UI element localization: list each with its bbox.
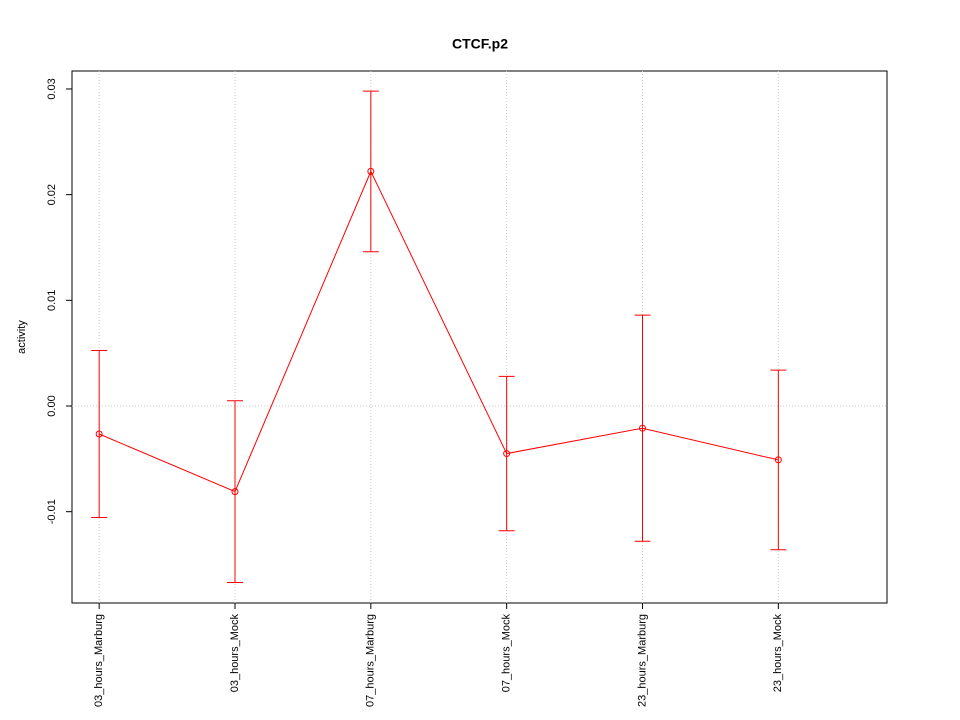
y-tick-label: 0.00: [46, 395, 58, 416]
point: [95, 430, 103, 438]
plot-frame: [71, 70, 888, 604]
point: [231, 488, 239, 496]
error-bar: [362, 90, 379, 253]
y-axis-label: activity: [16, 320, 28, 354]
line: [98, 170, 779, 493]
y-tick-label: 0.03: [46, 78, 58, 99]
x-tick-label: 03_hours_Marburg: [93, 614, 105, 707]
point: [503, 450, 511, 458]
y-tick-label: 0.02: [46, 184, 58, 205]
point: [774, 456, 782, 464]
point: [639, 424, 646, 432]
x-tick-label: 03_hours_Mock: [229, 614, 241, 693]
x-tick-label: 23_hours_Mock: [772, 614, 784, 693]
x-tick-label: 07_hours_Mock: [501, 614, 513, 693]
y-tick-label: -0.01: [46, 499, 58, 524]
error-bar: [770, 369, 787, 551]
x-tick-label: 23_hours_Marburg: [636, 614, 648, 707]
error-bar: [634, 314, 651, 542]
y-tick-label: 0.01: [46, 290, 58, 311]
point: [367, 167, 375, 175]
x-tick-label: 07_hours_Marburg: [365, 614, 377, 707]
chart-title: CTCF.p2: [452, 36, 508, 52]
error-bar: [498, 375, 515, 532]
error-bar: [91, 350, 108, 519]
error-bar: [227, 400, 243, 583]
